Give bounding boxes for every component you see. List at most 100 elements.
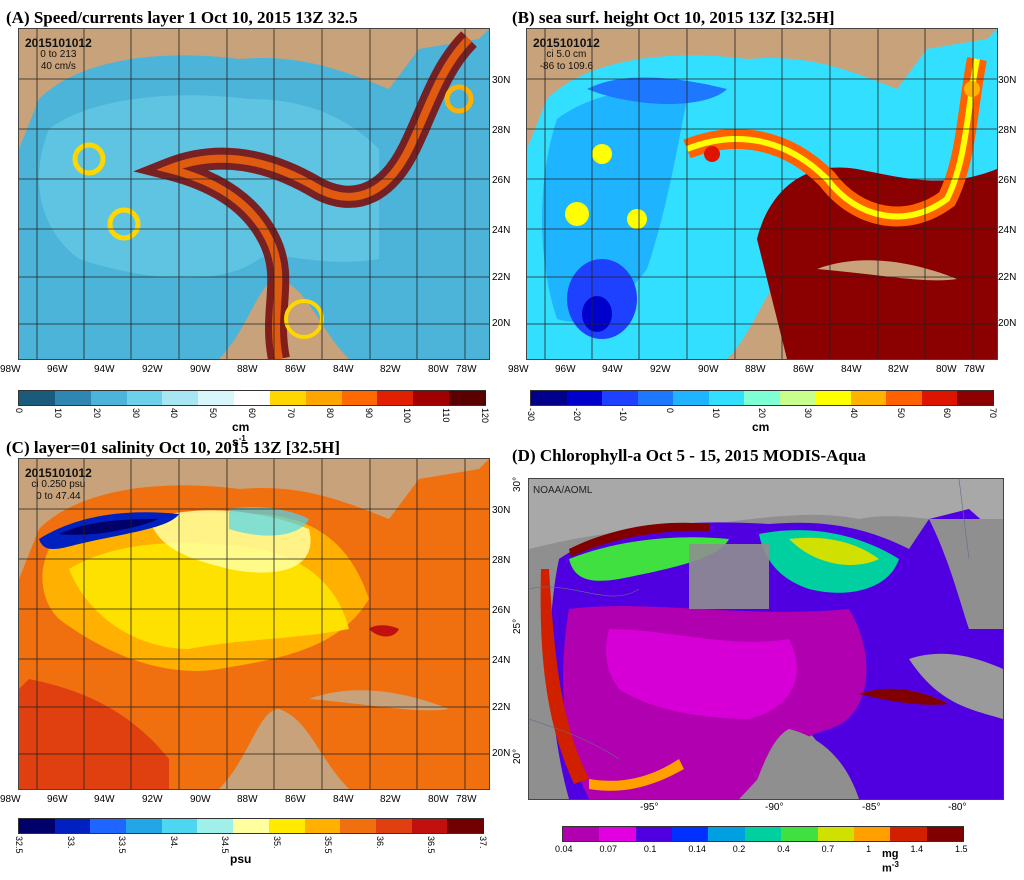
panel-c-range: 0 to 47.44 xyxy=(36,491,81,502)
panel-a-lon-label: 80W xyxy=(428,364,449,375)
panel-c-lat-24: 24N xyxy=(492,655,511,666)
panel-a-colorbar-tick: 120 xyxy=(480,408,490,424)
panel-d-colorbar-segment xyxy=(781,827,819,841)
panel-c-colorbar-tick: 33. xyxy=(65,836,76,849)
panel-a-lat-30: 30N xyxy=(492,75,511,86)
panel-b-colorbar-segment xyxy=(921,391,959,405)
panel-c-colorbar-segment xyxy=(447,819,484,833)
panel-a-colorbar xyxy=(18,390,486,406)
panel-d-colorbar-segment xyxy=(817,827,855,841)
panel-b-colorbar-tick: 50 xyxy=(895,408,906,419)
panel-c-colorbar-tick: 36. xyxy=(374,836,385,849)
panel-d-lat-25: 25° xyxy=(512,618,523,634)
panel-b-lat-22: 22N xyxy=(998,272,1017,283)
panel-c-info: 2015101012 ci 0.250 psu 0 to 47.44 xyxy=(25,467,92,503)
panel-d-chlorophyll-field xyxy=(529,479,1003,799)
panel-a-lon-label: 84W xyxy=(333,364,354,375)
panel-d-colorbar-tick: 0.2 xyxy=(732,844,746,854)
panel-b-colorbar-segment xyxy=(815,391,852,405)
panel-b-lat-20: 20N xyxy=(998,318,1017,329)
panel-a-colorbar-segment xyxy=(305,391,343,405)
panel-c-colorbar-segment xyxy=(90,819,128,833)
panel-a-colorbar-segment xyxy=(90,391,128,405)
panel-c-colorbar-tick: 33.5 xyxy=(117,836,128,854)
panel-d-colorbar-tick: 1 xyxy=(866,844,872,854)
panel-d-colorbar-tick: 0.04 xyxy=(555,844,573,854)
panel-c-lat-28: 28N xyxy=(492,555,511,566)
panel-b-colorbar-segment xyxy=(886,391,923,405)
panel-a-lon-label: 98W xyxy=(0,364,21,375)
panel-a-lat-28: 28N xyxy=(492,125,511,136)
panel-a-lat-24: 24N xyxy=(492,225,511,236)
panel-c-colorbar-segment xyxy=(340,819,377,833)
panel-d-colorbar-tick: 0.4 xyxy=(777,844,790,854)
panel-b-ci: ci 5.0 cm xyxy=(546,49,587,60)
panel-c-lon-label: 78W xyxy=(456,794,477,805)
panel-b-colorbar-tick: 0 xyxy=(664,408,675,414)
panel-d-colorbar-segment xyxy=(672,827,710,841)
panel-c-unit: psu xyxy=(230,852,252,866)
panel-b-lon-label: 78W xyxy=(964,364,985,375)
panel-c-date-code: 2015101012 xyxy=(25,466,92,480)
panel-c-colorbar-segment xyxy=(19,819,56,833)
panel-d-colorbar-segment xyxy=(926,827,964,841)
panel-b-date-code: 2015101012 xyxy=(533,36,600,50)
panel-a-lon-label: 92W xyxy=(142,364,163,375)
panel-d-colorbar-segment xyxy=(599,827,637,841)
panel-c-colorbar-segment xyxy=(375,819,413,833)
panel-a-colorbar-tick: 20 xyxy=(91,408,102,419)
panel-c-colorbar-segment xyxy=(54,819,92,833)
panel-d-lat-30: 30° xyxy=(512,476,523,492)
panel-b-lon-label: 88W xyxy=(745,364,766,375)
panel-c-lon-label: 98W xyxy=(0,794,21,805)
panel-c-salinity-field xyxy=(19,459,489,789)
panel-a-colorbar-tick: 30 xyxy=(130,408,141,419)
panel-a-lat-22: 22N xyxy=(492,272,511,283)
panel-b-colorbar-segment xyxy=(779,391,817,405)
panel-b-colorbar-tick: 30 xyxy=(803,408,814,419)
panel-b-colorbar-segment xyxy=(850,391,888,405)
panel-c-lon-label: 84W xyxy=(333,794,354,805)
panel-c-lon-label: 88W xyxy=(237,794,258,805)
panel-c-colorbar-tick: 35.5 xyxy=(323,836,334,854)
panel-a-lon-label: 82W xyxy=(380,364,401,375)
panel-c-lon-label: 92W xyxy=(142,794,163,805)
panel-c-colorbar-segment xyxy=(268,819,306,833)
panel-b-lon-label: 94W xyxy=(602,364,623,375)
panel-d-title: (D) Chlorophyll-a Oct 5 - 15, 2015 MODIS… xyxy=(512,446,866,465)
panel-a-lat-20: 20N xyxy=(492,318,511,329)
panel-c-ci: ci 0.250 psu xyxy=(31,479,86,490)
panel-c-colorbar-tick: 37. xyxy=(478,836,488,849)
panel-d-unit-text: mg m xyxy=(882,848,899,875)
panel-c-colorbar-tick: 36.5 xyxy=(426,836,437,854)
panel-c-title: (C) layer=01 salinity Oct 10, 2015 13Z [… xyxy=(6,438,341,457)
panel-d-colorbar-segment xyxy=(708,827,746,841)
panel-b-colorbar-tick: 20 xyxy=(757,408,767,419)
panel-b-map: 2015101012 ci 5.0 cm -86 to 109.6 xyxy=(526,28,998,360)
panel-c-lon-label: 94W xyxy=(94,794,115,805)
panel-b-colorbar-segment xyxy=(602,391,639,405)
panel-b-title: (B) sea surf. height Oct 10, 2015 13Z [3… xyxy=(512,8,835,27)
panel-b-colorbar-tick: 60 xyxy=(941,408,952,419)
panel-d-colorbar-tick: 0.07 xyxy=(599,844,617,854)
panel-a-colorbar-segment xyxy=(126,391,164,405)
panel-a-colorbar-tick: 70 xyxy=(285,408,296,419)
panel-b-lon-label: 90W xyxy=(698,364,719,375)
panel-a-lat-26: 26N xyxy=(492,175,511,186)
panel-b-colorbar xyxy=(530,390,994,406)
panel-b-ssh-field xyxy=(527,29,997,359)
panel-c-colorbar-segment xyxy=(161,819,199,833)
panel-b-lat-28: 28N xyxy=(998,125,1017,136)
panel-d-colorbar-tick: 1.4 xyxy=(910,844,924,854)
panel-b-lon-label: 82W xyxy=(888,364,909,375)
panel-b-lon-label: 92W xyxy=(650,364,671,375)
panel-c-map: 2015101012 ci 0.250 psu 0 to 47.44 xyxy=(18,458,490,790)
panel-d-colorbar-segment xyxy=(563,827,601,841)
panel-b-colorbar-tick: 70 xyxy=(988,408,998,419)
panel-a-map: 2015101012 0 to 213 40 cm/s xyxy=(18,28,490,360)
panel-d-map: NOAA/AOML xyxy=(528,478,1004,800)
panel-b-colorbar-tick: 10 xyxy=(710,408,721,419)
panel-a-colorbar-segment xyxy=(54,391,92,405)
panel-d-source: NOAA/AOML xyxy=(533,485,593,496)
panel-a-unit: cm s-1 xyxy=(232,420,249,449)
